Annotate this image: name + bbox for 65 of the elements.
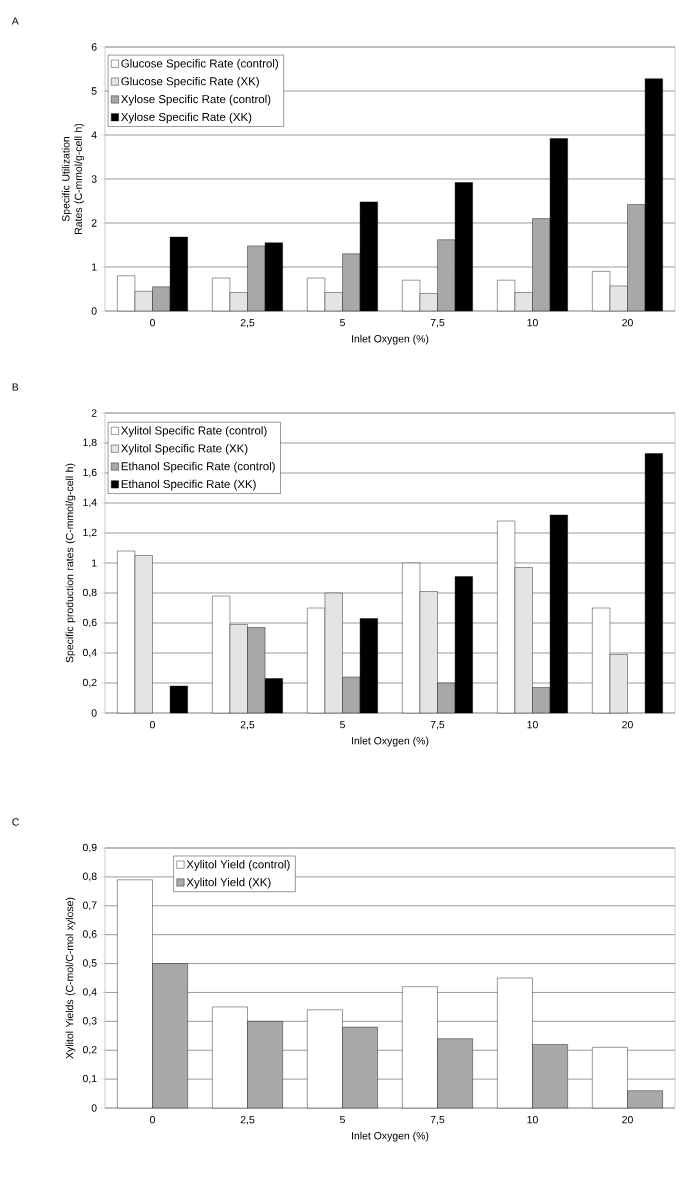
y-tick-label: 5: [91, 87, 97, 95]
x-tick-label: 5: [340, 1115, 345, 1124]
y-tick-label: 2: [91, 409, 97, 417]
y-tick-label: 0,5: [82, 959, 97, 968]
y-tick-label: 0,6: [82, 930, 97, 939]
x-axis-title: Inlet Oxygen (%): [352, 1131, 429, 1142]
text: C: [12, 818, 19, 826]
y-tick-label: 3: [91, 175, 97, 183]
y-tick-label: 1,4: [83, 498, 97, 508]
y-tick-label: 0,6: [82, 618, 97, 628]
legend-label: Ethanol Specific Rate (control): [121, 461, 275, 473]
legend-label: Xylitol Yield (control): [186, 860, 290, 871]
x-tick-label: 10: [527, 1115, 538, 1124]
y-tick-label: 0: [91, 1104, 97, 1112]
y-tick-label: 1: [92, 263, 97, 271]
legend-label: Xylitol Specific Rate (XK): [121, 444, 248, 455]
x-tick-label: 20: [622, 318, 633, 327]
x-tick-label: 2,5: [240, 1115, 255, 1125]
y-tick-label: 4: [91, 131, 97, 139]
y-tick-label: 0,4: [82, 988, 97, 997]
x-tick-label: 5: [340, 318, 345, 327]
legend-label: Xylitol Yield (XK): [186, 877, 271, 889]
x-axis-title: Inlet Oxygen (%): [352, 736, 429, 747]
legend-label: Ethanol Specific Rate (XK): [121, 479, 256, 491]
x-tick-label: 0: [150, 318, 155, 327]
y-axis-title: Specific production rates (C-mmol/g-cell h): [65, 463, 76, 663]
y-tick-label: 0,1: [82, 1074, 97, 1084]
legend-label: Glucose Specific Rate (control): [121, 59, 278, 70]
y-axis-title: Xylitol Yields (C-mol/C-mol xylose): [65, 897, 76, 1059]
y-tick-label: 1,8: [83, 438, 97, 448]
legend-label: Xylitol Specific Rate (control): [121, 426, 267, 437]
y-tick-label: 1: [92, 559, 97, 567]
y-axis-title: Specific Utilization Rates (C-mmol/g-cell h): [61, 123, 85, 234]
x-axis-title: Inlet Oxygen (%): [352, 334, 429, 345]
x-tick-label: 7,5: [430, 720, 445, 730]
x-tick-label: 5: [340, 720, 345, 729]
text: A: [11, 17, 19, 25]
x-tick-label: 0: [150, 1115, 155, 1124]
y-tick-label: 0,2: [82, 678, 97, 688]
text: B: [12, 383, 19, 391]
y-tick-label: 0,9: [82, 843, 97, 853]
y-tick-label: 0,2: [82, 1045, 97, 1055]
y-tick-label: 6: [91, 43, 97, 51]
x-tick-label: 10: [527, 720, 538, 729]
x-tick-label: 10: [527, 318, 538, 327]
y-tick-label: 0: [91, 307, 97, 315]
x-tick-label: 7,5: [430, 1115, 445, 1125]
y-tick-label: 0,8: [82, 872, 97, 882]
y-tick-label: 0,3: [82, 1017, 97, 1026]
x-tick-label: 20: [622, 1115, 633, 1124]
x-tick-label: 0: [150, 720, 155, 729]
legend-label: Xylose Specific Rate (control): [121, 94, 271, 106]
x-tick-label: 2,5: [240, 720, 255, 730]
legend-label: Xylose Specific Rate (XK): [121, 112, 252, 124]
x-tick-label: 20: [622, 720, 633, 729]
y-tick-label: 0,4: [82, 648, 97, 658]
x-tick-label: 7,5: [430, 318, 445, 328]
x-tick-label: 2,5: [240, 318, 255, 328]
y-tick-label: 1,6: [83, 468, 97, 478]
y-tick-label: 0,7: [82, 901, 97, 911]
y-tick-label: 0: [91, 709, 97, 717]
y-tick-label: 1,2: [83, 528, 97, 538]
y-tick-label: 2: [91, 219, 97, 227]
legend-label: Glucose Specific Rate (XK): [121, 76, 259, 88]
y-tick-label: 0,8: [82, 588, 97, 598]
